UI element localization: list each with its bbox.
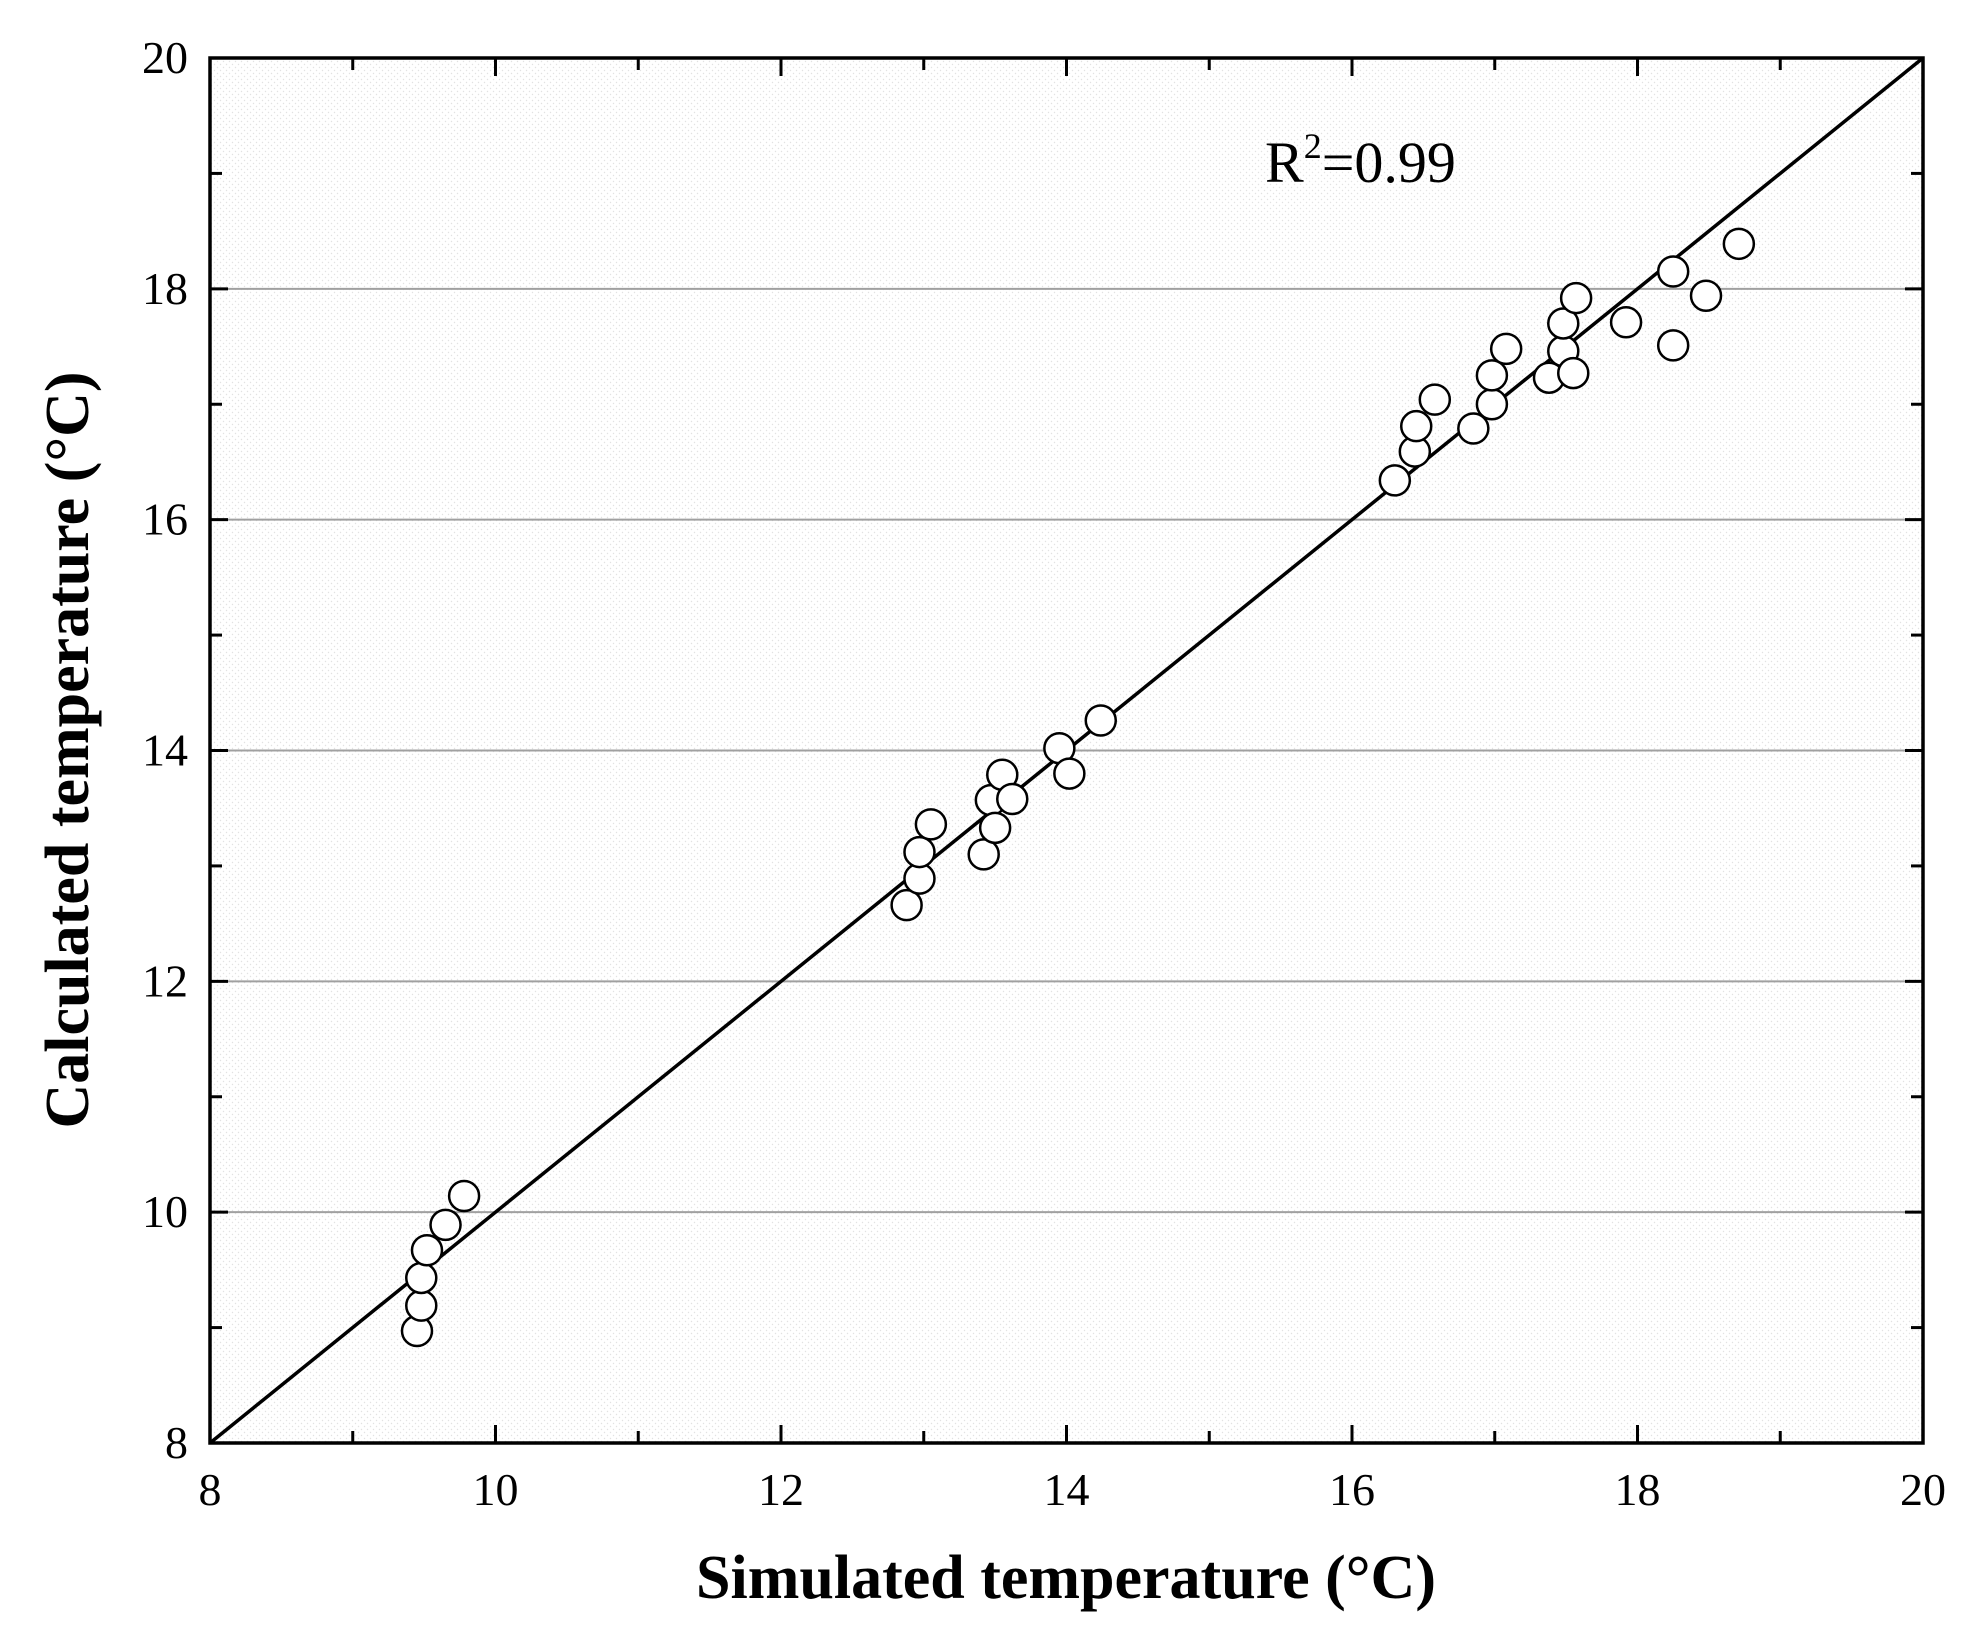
x-tick-label-14: 14 bbox=[1044, 1464, 1090, 1515]
data-point-5 bbox=[429, 1208, 462, 1242]
data-point-33 bbox=[1656, 255, 1690, 288]
data-point-10 bbox=[914, 808, 948, 841]
data-point-23 bbox=[1457, 412, 1490, 445]
annotation-base: R bbox=[1265, 130, 1304, 195]
data-point-22 bbox=[1418, 383, 1452, 416]
y-tick-label-20: 20 bbox=[142, 32, 188, 83]
data-point-36 bbox=[1722, 227, 1756, 261]
x-tick-label-8: 8 bbox=[199, 1464, 222, 1515]
data-point-2 bbox=[405, 1289, 438, 1322]
data-point-34 bbox=[1656, 329, 1690, 362]
y-tick-label-12: 12 bbox=[142, 955, 188, 1006]
data-point-4 bbox=[410, 1234, 444, 1267]
data-point-29 bbox=[1547, 307, 1580, 340]
annotation-superscript: 2 bbox=[1304, 126, 1322, 166]
x-tick-label-12: 12 bbox=[758, 1464, 804, 1515]
y-tick-label-16: 16 bbox=[142, 494, 188, 545]
data-point-19 bbox=[1378, 464, 1412, 497]
annotation-suffix: =0.99 bbox=[1322, 130, 1456, 195]
data-point-30 bbox=[1557, 356, 1590, 390]
data-point-21 bbox=[1399, 409, 1433, 443]
y-tick-label-18: 18 bbox=[142, 263, 188, 314]
data-point-18 bbox=[1084, 704, 1118, 737]
x-tick-label-10: 10 bbox=[473, 1464, 519, 1515]
data-point-7 bbox=[890, 888, 923, 922]
data-point-15 bbox=[996, 782, 1029, 816]
data-point-32 bbox=[1609, 306, 1643, 339]
y-axis-title: Calculated temperature (°C) bbox=[34, 371, 102, 1128]
data-point-6 bbox=[447, 1179, 481, 1213]
data-point-17 bbox=[1053, 757, 1086, 790]
x-axis-title: Simulated temperature (°C) bbox=[696, 1544, 1436, 1612]
data-point-25 bbox=[1475, 359, 1509, 392]
y-tick-label-8: 8 bbox=[165, 1417, 188, 1468]
data-point-9 bbox=[903, 835, 936, 869]
y-tick-label-10: 10 bbox=[142, 1186, 188, 1237]
tick-labels: 8 10 12 14 16 18 20 8 10 12 14 16 18 20 bbox=[142, 32, 1946, 1515]
x-tick-label-18: 18 bbox=[1615, 1464, 1661, 1515]
data-point-3 bbox=[405, 1261, 438, 1295]
annotation-r-squared: R2=0.99 bbox=[1265, 126, 1456, 195]
data-point-26 bbox=[1489, 332, 1523, 366]
data-point-24 bbox=[1475, 388, 1509, 421]
y-tick-label-14: 14 bbox=[142, 725, 188, 776]
data-point-13 bbox=[978, 811, 1012, 845]
tick-marks bbox=[208, 56, 1925, 1445]
x-tick-label-20: 20 bbox=[1900, 1464, 1946, 1515]
data-points bbox=[400, 227, 1756, 1348]
x-tick-label-16: 16 bbox=[1329, 1464, 1375, 1515]
data-point-31 bbox=[1559, 281, 1593, 315]
data-point-35 bbox=[1689, 279, 1723, 313]
